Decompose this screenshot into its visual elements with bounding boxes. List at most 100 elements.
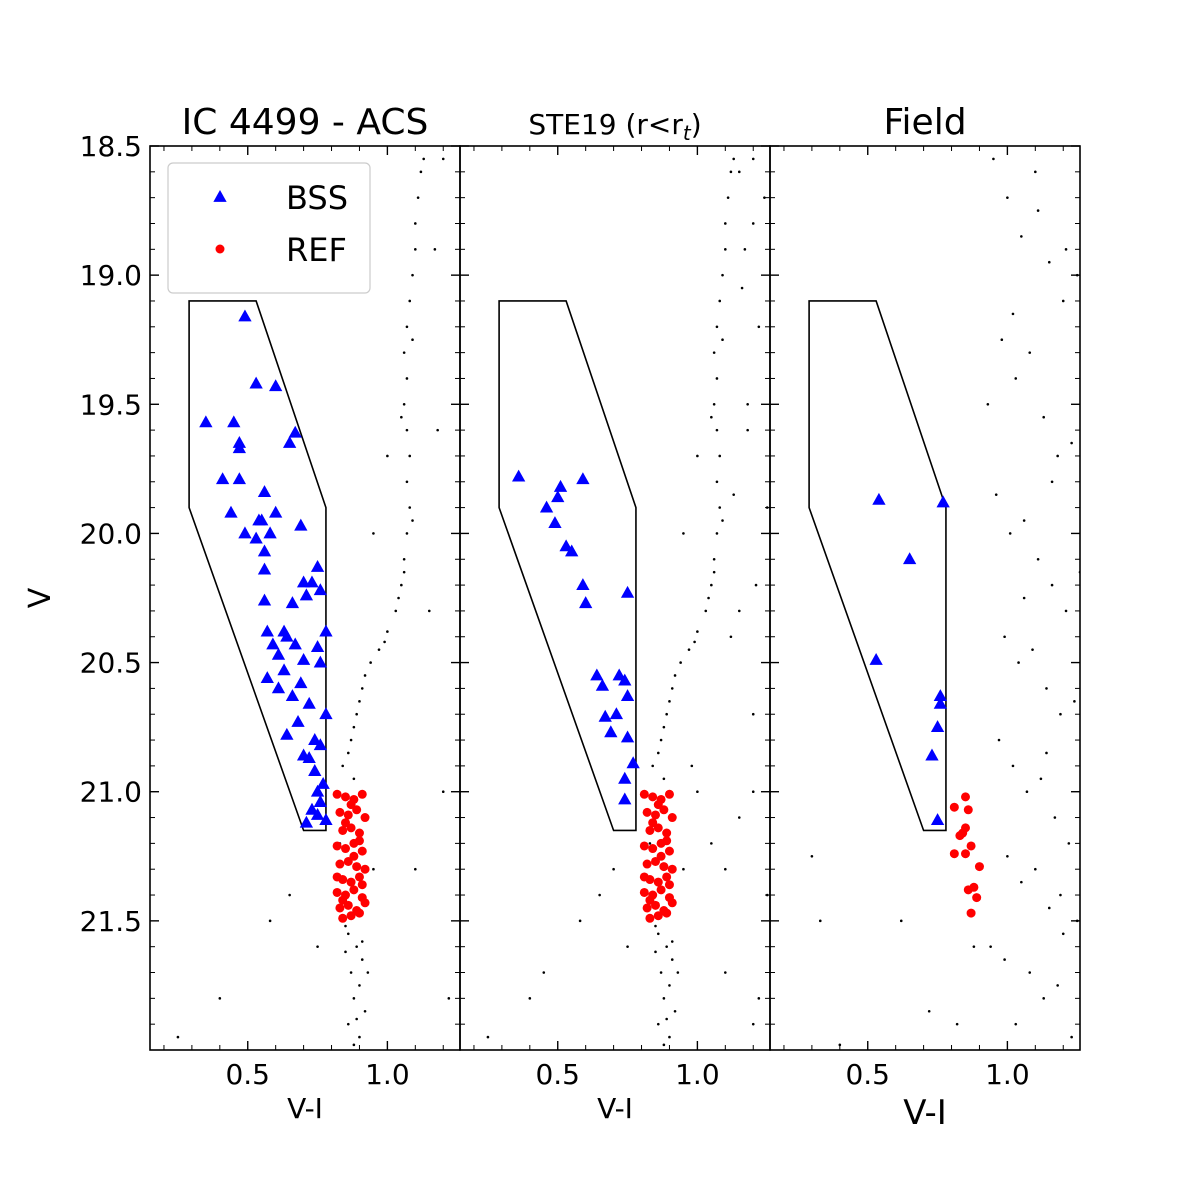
star-point (665, 945, 668, 948)
star-point (402, 402, 406, 406)
star-point (369, 661, 372, 664)
star-point (662, 1043, 666, 1047)
star-point (1011, 312, 1015, 316)
star-point (715, 532, 719, 535)
x-axis-label: V-I (287, 1092, 323, 1125)
bss-marker (269, 379, 283, 392)
star-point (763, 196, 766, 199)
bss-marker (257, 544, 272, 557)
star-point (989, 945, 992, 948)
star-point (715, 428, 719, 432)
bss-marker (618, 673, 632, 686)
star-point (673, 674, 677, 677)
star-point (718, 506, 722, 509)
star-point (1000, 338, 1004, 342)
star-point (751, 1022, 755, 1026)
star-point (1050, 480, 1054, 484)
bss-marker (576, 472, 590, 485)
ref-marker (648, 792, 658, 802)
ref-marker (335, 807, 345, 817)
star-point (377, 648, 381, 651)
star-point (679, 661, 682, 664)
panel: 0.5 1.0 18.5 19.0 19.5 20.0 20.5 21.0 21.5 IC 449… (23, 102, 461, 1125)
star-point (1031, 648, 1034, 651)
bss-marker (302, 696, 316, 709)
bss-marker (305, 575, 319, 588)
ref-marker (955, 831, 965, 841)
plot-area (176, 157, 451, 1047)
bss-marker (925, 748, 939, 761)
star-point (712, 570, 716, 574)
star-point (346, 1022, 350, 1026)
y-axis-label: V (23, 587, 58, 608)
star-point (673, 1009, 677, 1013)
ref-marker (642, 859, 652, 869)
ref-marker (332, 841, 342, 851)
star-point (729, 170, 733, 174)
ref-marker (662, 836, 672, 846)
bss-marker (296, 652, 311, 665)
bss-marker (257, 562, 272, 575)
star-point (1045, 751, 1048, 755)
ref-marker (639, 789, 649, 799)
ref-marker (357, 846, 367, 856)
bss-marker (266, 637, 280, 650)
star-point (486, 1035, 490, 1039)
star-point (598, 893, 601, 897)
star-point (542, 971, 546, 974)
star-point (341, 764, 345, 768)
panel-title: IC 4499 - ACS (182, 102, 429, 143)
star-point (757, 997, 761, 1000)
star-point (746, 402, 749, 406)
star-point (810, 854, 814, 858)
title-subscript: t (683, 121, 692, 145)
bss-marker (612, 668, 626, 681)
star-point (651, 764, 655, 768)
bss-marker (257, 593, 272, 606)
star-point (955, 1022, 959, 1026)
star-point (682, 867, 685, 871)
ref-marker (645, 825, 655, 835)
star-point (899, 919, 903, 923)
bss-marker (872, 492, 886, 505)
star-point (1059, 893, 1062, 897)
star-point (707, 596, 710, 600)
bss-marker (620, 585, 635, 598)
star-point (710, 842, 713, 845)
ref-marker (360, 813, 370, 823)
ref-marker (332, 872, 342, 882)
bss-marker (313, 583, 328, 596)
ref-marker (667, 864, 677, 874)
x-tick-label: 1.0 (985, 1058, 1030, 1091)
star-point (355, 712, 358, 716)
bss-marker (260, 624, 274, 637)
star-point (732, 493, 735, 496)
bss-marker (559, 539, 573, 552)
star-point (349, 738, 353, 742)
star-point (360, 687, 364, 690)
star-point (1059, 712, 1062, 716)
star-point (386, 454, 389, 458)
star-point (726, 196, 730, 199)
star-point (1020, 235, 1023, 238)
bss-marker (310, 807, 325, 820)
star-point (1047, 906, 1051, 910)
star-point (710, 415, 713, 419)
star-point (712, 402, 716, 406)
y-tick-label: 21.0 (80, 776, 142, 809)
ref-marker (340, 844, 350, 854)
bss-marker (936, 495, 950, 508)
x-axis-label: V-I (597, 1092, 633, 1125)
bss-marker (590, 668, 604, 681)
star-point (358, 1035, 361, 1039)
bss-marker (604, 725, 618, 738)
bss-marker (310, 640, 325, 652)
title-text: Field (883, 102, 966, 143)
ref-marker (335, 859, 345, 869)
star-point (1064, 609, 1068, 613)
star-point (662, 777, 666, 781)
star-point (732, 157, 735, 161)
star-point (656, 932, 660, 936)
panel-title: STE19 (r<rt) (528, 108, 701, 145)
ref-marker (360, 864, 370, 874)
